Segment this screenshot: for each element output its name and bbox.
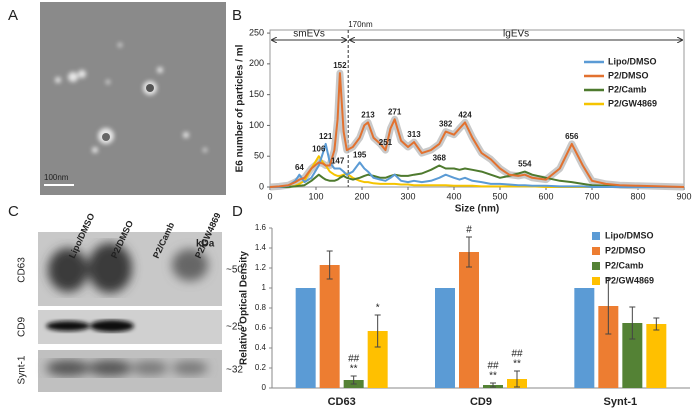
y-tick-label: 0.4 <box>255 343 267 352</box>
x-tick-label: 400 <box>446 191 461 201</box>
panel-label: C <box>8 203 19 220</box>
significance-label: ## <box>487 361 499 372</box>
legend-swatch <box>592 247 600 255</box>
legend-label: P2/Camb <box>608 84 647 94</box>
series-line <box>269 72 685 188</box>
peak-label: 271 <box>388 107 402 116</box>
peak-label: 382 <box>439 120 453 129</box>
legend-label: P2/DMSO <box>605 245 646 255</box>
legend-label: P2/GW4869 <box>608 98 657 108</box>
x-axis-label: Size (nm) <box>455 204 499 215</box>
western-blot <box>38 232 222 392</box>
bar <box>319 265 340 388</box>
y-tick-label: 1 <box>262 283 267 292</box>
legend-label: P2/DMSO <box>608 70 649 80</box>
bar <box>574 288 595 388</box>
peak-label: 656 <box>565 132 579 141</box>
x-tick-label: 700 <box>584 191 599 201</box>
bar <box>295 288 316 388</box>
y-tick-label: 1.6 <box>255 223 267 232</box>
bar <box>435 288 455 388</box>
row-label: CD9 <box>17 317 28 337</box>
significance-label: ## <box>348 354 360 365</box>
x-tick-label: CD9 <box>470 396 492 408</box>
peak-label: 368 <box>433 154 447 163</box>
series-line <box>270 164 684 188</box>
y-tick-label: 50 <box>254 151 264 161</box>
peak-label: 213 <box>361 110 375 119</box>
peak-label: 152 <box>333 61 347 70</box>
y-tick-label: 200 <box>249 58 264 68</box>
peak-label: 251 <box>379 138 393 147</box>
peak-label: 106 <box>312 144 326 153</box>
x-tick-label: 300 <box>400 191 415 201</box>
peak-label: 121 <box>319 132 333 141</box>
size-label: ~25 <box>226 322 243 333</box>
legend-label: P2/GW4869 <box>605 275 654 285</box>
y-tick-label: 1.2 <box>255 263 267 272</box>
y-axis-label: E6 number of particles / ml <box>235 44 246 172</box>
region-label: lgEVs <box>503 29 529 40</box>
bar <box>367 331 388 388</box>
peak-label: 147 <box>331 157 345 166</box>
divider-label: 170nm <box>348 20 373 29</box>
legend-swatch <box>592 262 600 270</box>
x-tick-label: 200 <box>354 191 369 201</box>
y-tick-label: 250 <box>249 27 264 37</box>
y-axis-label: Relative Optical Density <box>239 251 250 365</box>
x-tick-label: 100 <box>308 191 323 201</box>
significance-label: ** <box>489 371 497 382</box>
peak-label: 424 <box>458 110 472 119</box>
significance-label: # <box>466 225 472 236</box>
significance-label: ** <box>350 364 358 375</box>
x-tick-label: Synt-1 <box>604 396 638 408</box>
y-tick-label: 150 <box>249 89 264 99</box>
panel-label: D <box>232 203 243 220</box>
bar <box>646 324 667 388</box>
y-tick-label: 0.6 <box>255 323 267 332</box>
peak-label: 64 <box>295 163 304 172</box>
peak-label: 554 <box>518 160 532 169</box>
row-label: Synt-1 <box>17 355 28 384</box>
y-tick-label: 0.8 <box>255 303 267 312</box>
x-tick-label: 600 <box>538 191 553 201</box>
unit-label: kDa <box>196 239 215 250</box>
panel-label: B <box>232 7 242 24</box>
legend-swatch <box>592 232 600 240</box>
y-tick-label: 0 <box>262 383 267 392</box>
significance-label: ## <box>511 349 523 360</box>
legend-swatch <box>592 277 600 285</box>
x-tick-label: 500 <box>492 191 507 201</box>
legend-label: Lipo/DMSO <box>608 56 657 66</box>
size-label: ~32 <box>226 365 243 376</box>
x-tick-label: 900 <box>676 191 691 201</box>
bar <box>459 252 479 388</box>
bar <box>598 306 619 388</box>
legend-label: P2/Camb <box>605 260 644 270</box>
series-line <box>270 142 684 188</box>
x-tick-label: 800 <box>630 191 645 201</box>
x-tick-label: 0 <box>267 191 272 201</box>
row-label: CD63 <box>17 257 28 283</box>
peak-label: 313 <box>407 130 421 139</box>
y-tick-label: 0.2 <box>255 363 267 372</box>
scale-bar-label: 100nm <box>44 173 69 182</box>
tem-image <box>40 2 226 195</box>
x-tick-label: CD63 <box>328 396 356 408</box>
y-tick-label: 100 <box>249 120 264 130</box>
peak-label: 195 <box>353 150 367 159</box>
region-label: smEVs <box>293 29 325 40</box>
panel-label: A <box>8 7 18 24</box>
y-tick-label: 0 <box>259 181 264 191</box>
y-tick-label: 1.4 <box>255 243 267 252</box>
legend-label: Lipo/DMSO <box>605 230 654 240</box>
size-label: ~50 <box>226 265 243 276</box>
significance-label: ** <box>513 359 521 370</box>
bar <box>622 323 643 388</box>
significance-label: * <box>376 303 380 314</box>
